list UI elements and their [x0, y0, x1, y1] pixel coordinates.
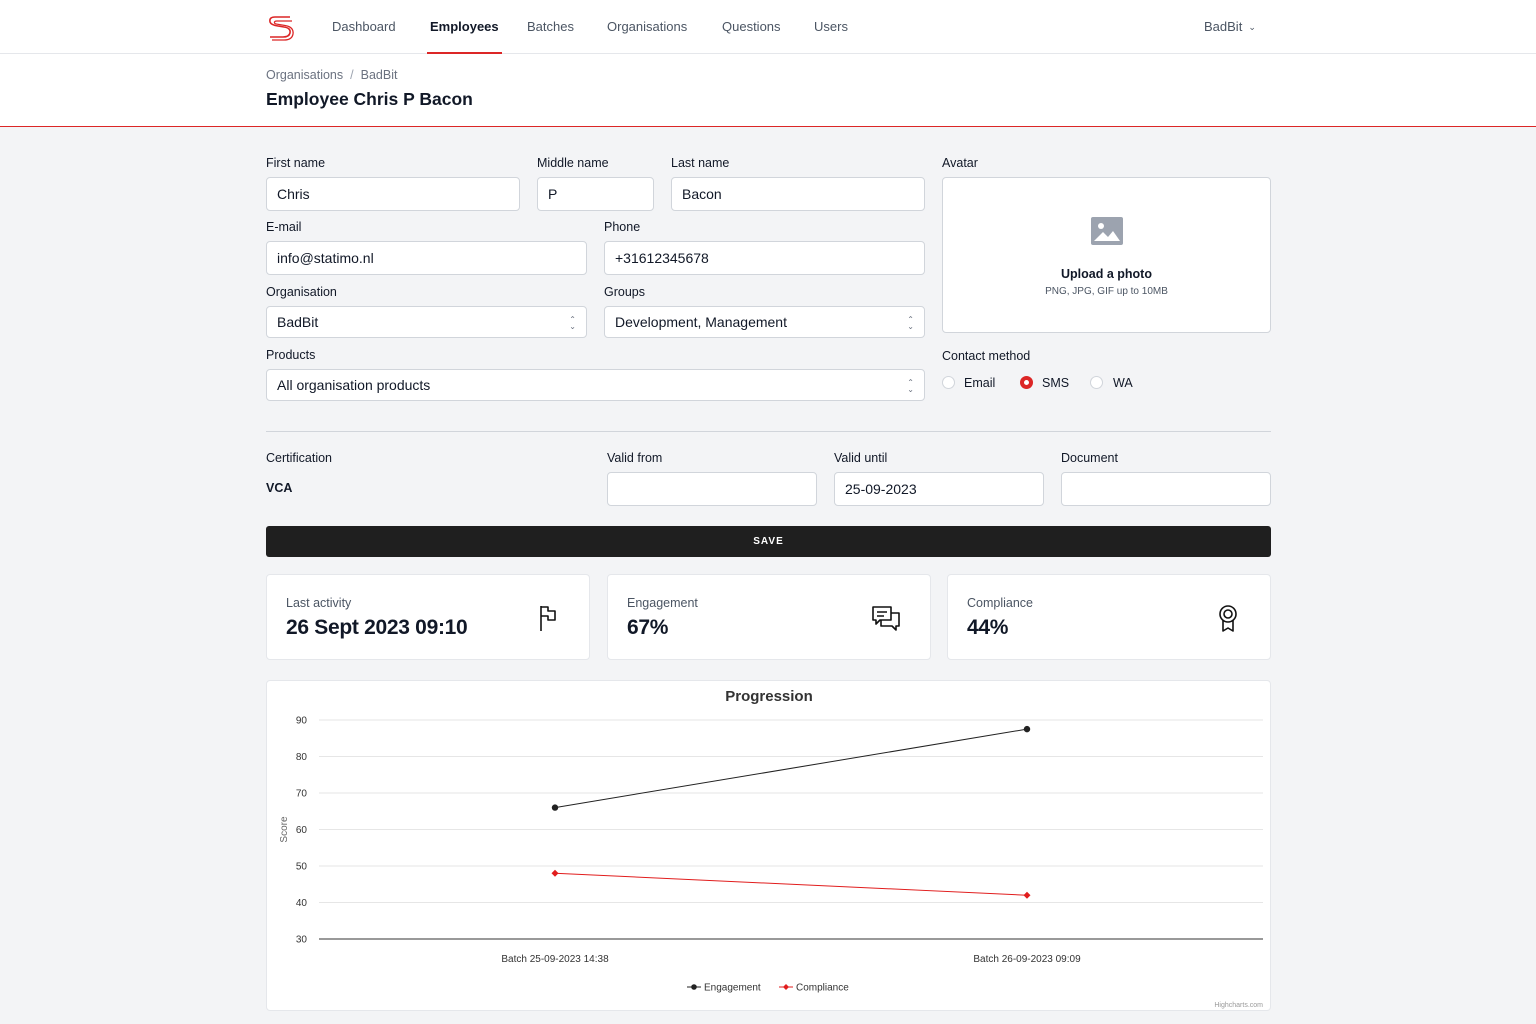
- y-tick-label: 50: [296, 862, 308, 873]
- legend-marker: [691, 984, 697, 990]
- radio-wa-label[interactable]: WA: [1113, 376, 1133, 390]
- data-point-compliance: [1023, 891, 1031, 899]
- section-divider: [266, 431, 1271, 432]
- stat-value: 44%: [967, 616, 1009, 639]
- valid-from-input[interactable]: [607, 472, 817, 506]
- last-activity-card: Last activity 26 Sept 2023 09:10: [266, 574, 590, 660]
- chart-title: Progression: [725, 688, 813, 705]
- data-point-engagement: [551, 804, 559, 811]
- contact-method-label: Contact method: [942, 349, 1031, 363]
- series-line-engagement: [554, 728, 1028, 809]
- radio-sms-label[interactable]: SMS: [1042, 376, 1070, 390]
- engagement-card: Engagement 67%: [607, 574, 931, 660]
- series-line-compliance: [554, 872, 1028, 896]
- nav-batches[interactable]: Batches: [527, 19, 574, 34]
- middle-name-label: Middle name: [537, 156, 609, 170]
- user-name: BadBit: [1204, 19, 1243, 34]
- page-header: Organisations / BadBit Employee Chris P Ba…: [0, 54, 1536, 127]
- radio-wa[interactable]: [1090, 376, 1103, 389]
- legend-item-compliance: Compliance: [796, 983, 849, 994]
- organisation-select-value: BadBit: [277, 314, 319, 330]
- nav-organisations[interactable]: Organisations: [607, 19, 688, 34]
- valid-from-label: Valid from: [607, 451, 663, 465]
- radio-email-label[interactable]: Email: [964, 376, 996, 390]
- products-select-value: All organisation products: [277, 377, 431, 393]
- stat-label: Compliance: [967, 596, 1034, 610]
- email-label: E-mail: [266, 220, 302, 234]
- avatar-upload-dropzone[interactable]: Upload a photo PNG, JPG, GIF up to 10MB: [942, 177, 1271, 333]
- chart-credit[interactable]: Highcharts.com: [1214, 1002, 1263, 1009]
- y-tick-label: 80: [296, 752, 308, 763]
- select-chevron-icon: ⌃ ⌄: [569, 315, 576, 331]
- y-axis-label: Score: [279, 816, 290, 843]
- stat-value: 67%: [627, 616, 669, 639]
- nav-users[interactable]: Users: [814, 19, 848, 34]
- products-label: Products: [266, 348, 316, 362]
- phone-input[interactable]: [604, 241, 925, 275]
- user-menu[interactable]: BadBit ⌄: [1204, 0, 1256, 54]
- nav-employees[interactable]: Employees: [427, 0, 502, 54]
- legend-marker: [783, 984, 789, 990]
- chat-icon: [872, 606, 900, 631]
- products-select[interactable]: All organisation products ⌃ ⌄: [266, 369, 925, 401]
- data-point-engagement: [1023, 725, 1031, 733]
- nav-questions[interactable]: Questions: [722, 19, 781, 34]
- x-tick-label: Batch 26-09-2023 09:09: [973, 954, 1081, 965]
- y-tick-label: 90: [296, 716, 308, 727]
- first-name-input[interactable]: [266, 177, 520, 211]
- select-chevron-icon: ⌃ ⌄: [907, 315, 914, 331]
- breadcrumb-organisations[interactable]: Organisations: [266, 68, 344, 82]
- y-tick-label: 70: [296, 789, 308, 800]
- chevron-down-icon: ⌄: [1248, 22, 1256, 32]
- page-title: Employee Chris P Bacon: [266, 89, 473, 109]
- data-point-compliance: [551, 869, 559, 877]
- email-input[interactable]: [266, 241, 587, 275]
- valid-until-label: Valid until: [834, 451, 888, 465]
- certification-value: VCA: [266, 481, 293, 495]
- first-name-label: First name: [266, 156, 326, 170]
- y-tick-label: 30: [296, 935, 308, 946]
- breadcrumb-separator: /: [350, 68, 354, 82]
- phone-label: Phone: [604, 220, 641, 234]
- progression-chart: Progression Score 30 40 50 60 70 80 90 Batch 25-0…: [266, 680, 1271, 1011]
- upload-hint: PNG, JPG, GIF up to 10MB: [1045, 286, 1168, 297]
- valid-until-input[interactable]: [834, 472, 1044, 506]
- document-input[interactable]: [1061, 472, 1271, 506]
- organisation-label: Organisation: [266, 285, 337, 299]
- document-label: Document: [1061, 451, 1118, 465]
- stat-label: Last activity: [286, 596, 352, 610]
- breadcrumb: Organisations / BadBit: [266, 68, 397, 82]
- breadcrumb-badbit[interactable]: BadBit: [360, 68, 398, 82]
- groups-label: Groups: [604, 285, 645, 299]
- save-button[interactable]: SAVE: [266, 526, 1271, 557]
- radio-email[interactable]: [942, 376, 955, 389]
- x-tick-label: Batch 25-09-2023 14:38: [501, 954, 609, 965]
- progression-chart-svg: Progression Score 30 40 50 60 70 80 90 Batch 25-0…: [279, 688, 1263, 1009]
- award-icon: [1219, 605, 1237, 632]
- middle-name-input[interactable]: [537, 177, 654, 211]
- radio-sms[interactable]: [1020, 376, 1033, 389]
- last-name-input[interactable]: [671, 177, 925, 211]
- nav-dashboard[interactable]: Dashboard: [332, 19, 396, 34]
- stat-value: 26 Sept 2023 09:10: [286, 616, 468, 639]
- flag-icon: [540, 606, 556, 631]
- groups-select-value: Development, Management: [615, 314, 787, 330]
- top-navbar: Dashboard Employees Batches Organisation…: [0, 0, 1536, 54]
- compliance-card: Compliance 44%: [947, 574, 1271, 660]
- certification-label: Certification: [266, 451, 332, 465]
- image-icon: [1091, 217, 1123, 245]
- logo-icon[interactable]: [266, 13, 296, 41]
- stat-label: Engagement: [627, 596, 698, 610]
- upload-photo-text: Upload a photo: [1061, 267, 1152, 281]
- legend-item-engagement: Engagement: [704, 983, 761, 994]
- select-chevron-icon: ⌃ ⌄: [907, 378, 914, 394]
- groups-select[interactable]: Development, Management ⌃ ⌄: [604, 306, 925, 338]
- last-name-label: Last name: [671, 156, 730, 170]
- avatar-label: Avatar: [942, 156, 978, 170]
- y-tick-label: 60: [296, 825, 308, 836]
- organisation-select[interactable]: BadBit ⌃ ⌄: [266, 306, 587, 338]
- y-tick-label: 40: [296, 898, 308, 909]
